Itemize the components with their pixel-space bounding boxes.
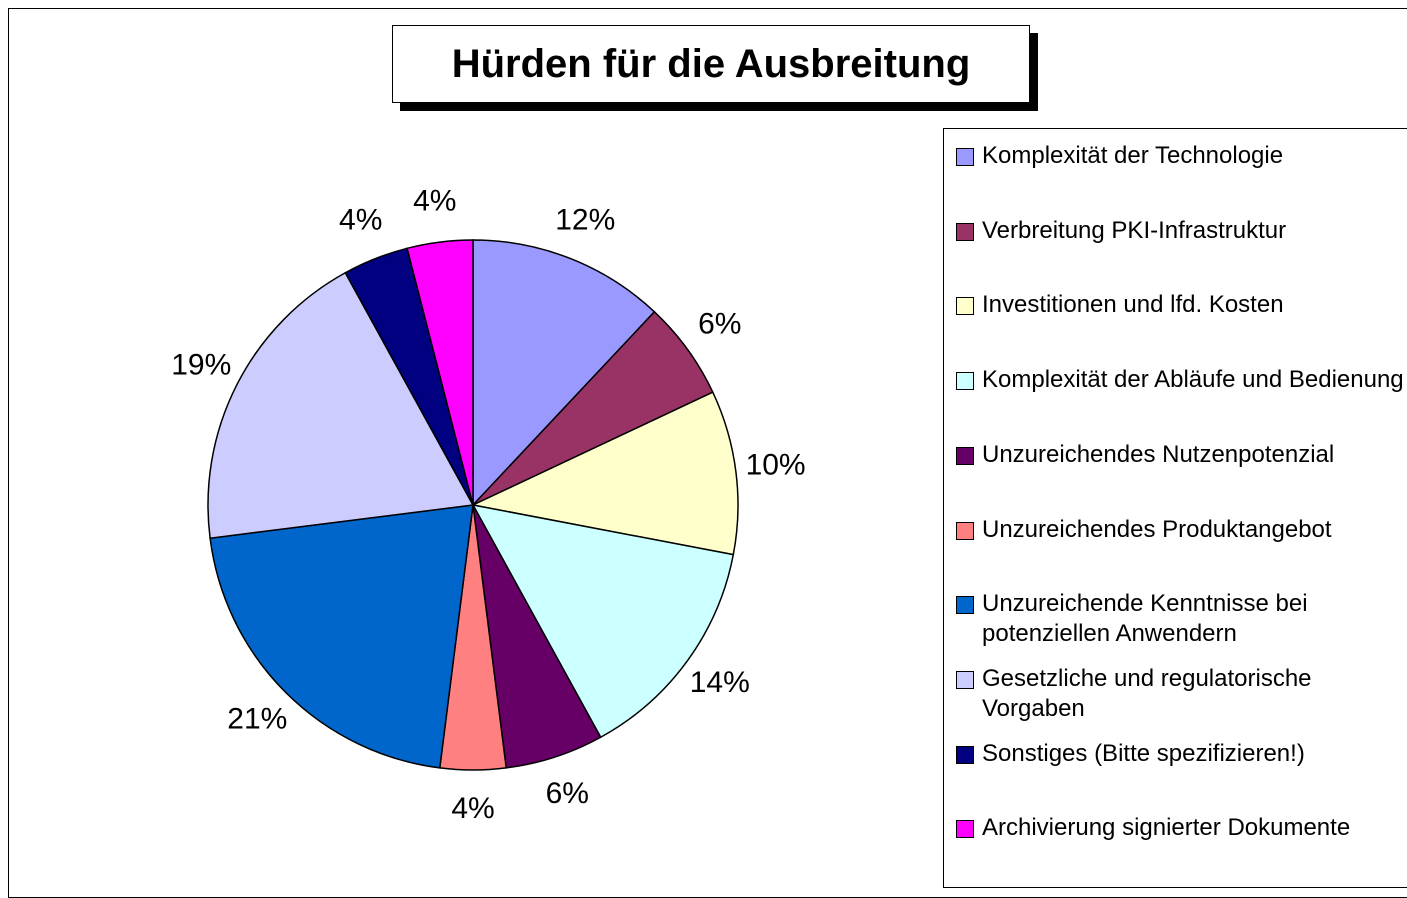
pie-area: 12% 6% 10% 14% 6% 4% 21% 19% 4% 4% bbox=[171, 184, 806, 825]
legend-entry: Unzureichendes Nutzenpotenzial bbox=[956, 440, 1407, 470]
legend-swatch bbox=[956, 222, 974, 241]
data-label: 6% bbox=[546, 777, 589, 810]
legend-swatch bbox=[956, 297, 974, 316]
pie-slice bbox=[209, 504, 474, 769]
legend-label: Sonstiges (Bitte spezifizieren!) bbox=[982, 739, 1305, 767]
legend-swatch bbox=[956, 670, 974, 689]
data-label: 12% bbox=[555, 203, 615, 236]
legend-swatch bbox=[956, 521, 974, 540]
legend-label: Unzureichendes Produktangebot bbox=[982, 515, 1332, 543]
legend-swatch bbox=[956, 745, 974, 764]
legend-label: Gesetzliche und regulatorische Vorgaben bbox=[982, 664, 1312, 722]
legend-label: Investitionen und lfd. Kosten bbox=[982, 291, 1284, 319]
legend-entry: Verbreitung PKI-Infrastruktur bbox=[956, 216, 1407, 246]
data-label: 6% bbox=[698, 308, 741, 341]
legend-label: Unzureichendes Nutzenpotenzial bbox=[982, 440, 1335, 468]
legend-swatch bbox=[956, 446, 974, 465]
legend-label: Komplexität der Technologie bbox=[982, 142, 1284, 169]
pie-slice bbox=[207, 271, 475, 540]
data-label: 14% bbox=[690, 666, 750, 699]
legend-entry: Archivierung signierter Dokumente bbox=[956, 813, 1407, 843]
legend-swatch bbox=[956, 372, 974, 391]
legend-entry: Investitionen und lfd. Kosten bbox=[956, 290, 1407, 320]
data-label: 4% bbox=[413, 184, 456, 217]
data-label: 10% bbox=[746, 449, 806, 482]
legend-entry: Komplexität der Abläufe und Bedienung bbox=[956, 365, 1407, 395]
legend-label: Archivierung signierter Dokumente bbox=[982, 814, 1351, 842]
pie-slice bbox=[470, 391, 739, 556]
chart-title: Hürden für die Ausbreitung bbox=[392, 25, 1030, 103]
legend-swatch bbox=[956, 148, 974, 166]
data-label: 19% bbox=[171, 348, 231, 381]
data-label: 4% bbox=[451, 792, 494, 825]
legend-entry: Unzureichendes Produktangebot bbox=[956, 515, 1407, 545]
legend-entry: Unzureichende Kenntnisse bei potenzielle… bbox=[956, 589, 1407, 649]
data-label: 4% bbox=[339, 203, 382, 236]
legend-label: Komplexität der Abläufe und Bedienung bbox=[982, 366, 1404, 394]
pie-slice bbox=[471, 503, 735, 739]
legend-swatch bbox=[956, 820, 974, 839]
legend-label: Unzureichende Kenntnisse bei potenzielle… bbox=[982, 590, 1308, 648]
legend-swatch bbox=[956, 596, 974, 615]
legend-entry: Sonstiges (Bitte spezifizieren!) bbox=[956, 739, 1407, 769]
pie-slice bbox=[472, 239, 656, 507]
legend-label: Verbreitung PKI-Infrastruktur bbox=[982, 216, 1287, 244]
legend-entry: Komplexität der Technologie bbox=[956, 141, 1407, 171]
legend-entry: Gesetzliche und regulatorische Vorgaben bbox=[956, 664, 1407, 724]
pie-slice bbox=[406, 239, 474, 506]
legend: Komplexität der Technologie Verbreitung P… bbox=[943, 128, 1407, 888]
data-label: 21% bbox=[227, 703, 287, 736]
